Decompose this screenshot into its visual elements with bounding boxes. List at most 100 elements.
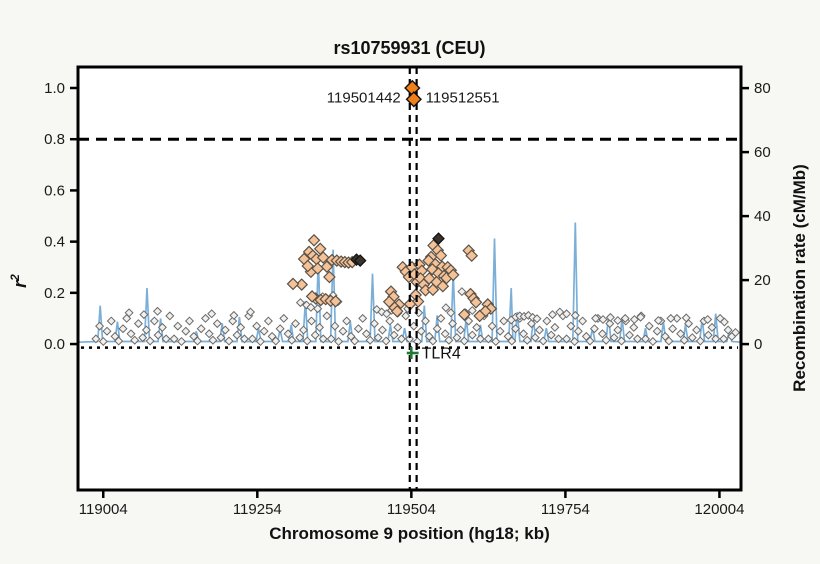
snp-point-grey bbox=[534, 325, 545, 335]
x-axis-tick-label: 119004 bbox=[79, 501, 128, 518]
snp-point-grey bbox=[420, 316, 431, 326]
snp-point-orange bbox=[436, 279, 450, 293]
x-axis-tick-label: 120004 bbox=[694, 501, 744, 518]
snp-point-grey bbox=[382, 309, 392, 319]
snp-point-grey bbox=[467, 330, 477, 340]
x-axis-tick-label: 119504 bbox=[387, 501, 436, 518]
snp-point-grey bbox=[161, 334, 171, 344]
snp-point-grey bbox=[452, 333, 462, 343]
snp-point-grey bbox=[723, 325, 733, 335]
snp-point-grey bbox=[192, 336, 203, 346]
snp-point-grey bbox=[271, 336, 281, 346]
snp-point-grey bbox=[152, 306, 163, 316]
snp-point-grey bbox=[640, 334, 651, 344]
snp-point-grey bbox=[546, 330, 556, 340]
snp-point-grey bbox=[200, 313, 211, 323]
snp-point-orange bbox=[390, 304, 404, 318]
y-right-tick-label: 60 bbox=[754, 144, 771, 161]
snp-point-grey bbox=[440, 329, 450, 339]
snp-point-grey bbox=[570, 336, 580, 347]
snp-point-grey bbox=[522, 335, 532, 345]
snp-point-grey bbox=[526, 319, 537, 329]
snp-point-grey bbox=[562, 309, 572, 319]
snp-point-grey bbox=[216, 333, 226, 343]
snp-point-grey bbox=[499, 316, 509, 326]
snp-point-grey bbox=[483, 334, 493, 344]
snp-point-grey bbox=[636, 312, 646, 322]
snp-point-grey bbox=[118, 324, 128, 334]
snp-point-grey bbox=[711, 334, 721, 344]
snp-point-grey bbox=[95, 321, 105, 331]
snp-point-grey bbox=[573, 326, 583, 336]
y-left-tick-label: 0.6 bbox=[44, 182, 65, 199]
snp-point-orange bbox=[311, 262, 325, 275]
snp-point-grey bbox=[672, 313, 682, 323]
snp-point-grey bbox=[542, 316, 552, 326]
snp-point-grey bbox=[314, 322, 325, 332]
snp-point-grey bbox=[538, 336, 548, 346]
snp-point-grey bbox=[98, 336, 108, 347]
snp-point-grey bbox=[389, 330, 399, 340]
snp-point-grey bbox=[381, 336, 391, 346]
snp-point-grey bbox=[361, 329, 371, 339]
gene-name-label: TLR4 bbox=[422, 346, 461, 363]
snp-point-grey bbox=[220, 325, 230, 335]
y-right-tick-label: 0 bbox=[754, 336, 762, 353]
region-start-bp-label: 119501442 bbox=[327, 90, 401, 107]
snp-point-orange bbox=[305, 290, 319, 303]
y-right-tick-label: 20 bbox=[754, 272, 771, 289]
snp-point-grey bbox=[487, 321, 497, 331]
snp-point-grey bbox=[695, 336, 705, 346]
snp-point-grey bbox=[298, 325, 309, 335]
x-axis-label: Chromosome 9 position (hg18; kb) bbox=[269, 524, 550, 543]
snp-point-grey bbox=[302, 336, 312, 346]
snp-point-grey bbox=[306, 302, 316, 312]
snp-point-grey bbox=[598, 314, 608, 325]
snp-point-orange bbox=[307, 233, 321, 247]
snp-point-grey bbox=[350, 336, 360, 346]
snp-point-grey bbox=[126, 329, 136, 339]
snp-point-dark bbox=[432, 232, 445, 245]
snp-point-grey bbox=[616, 336, 627, 346]
snp-point-grey bbox=[275, 324, 285, 334]
snp-point-grey bbox=[114, 336, 124, 346]
snp-point-grey bbox=[385, 316, 395, 326]
snp-point-grey bbox=[372, 304, 382, 315]
snp-point-grey bbox=[196, 324, 206, 334]
snp-point-grey bbox=[566, 321, 576, 331]
snp-point-grey bbox=[130, 335, 140, 345]
snp-point-grey bbox=[432, 324, 442, 334]
snp-point-grey bbox=[562, 334, 572, 344]
snp-point-grey bbox=[613, 315, 623, 326]
snp-point-grey bbox=[532, 314, 542, 324]
snp-point-grey bbox=[338, 326, 348, 336]
snp-point-grey bbox=[396, 334, 407, 344]
snp-point-grey bbox=[555, 307, 565, 317]
snp-point-grey bbox=[138, 333, 148, 343]
y-left-tick-label: 0.4 bbox=[44, 234, 65, 251]
snp-point-grey bbox=[165, 311, 175, 321]
snp-point-orange bbox=[473, 309, 487, 323]
snp-point-grey bbox=[530, 333, 540, 343]
y-left-tick-label: 0.8 bbox=[44, 131, 65, 148]
snp-point-grey bbox=[570, 310, 580, 320]
snp-point-grey bbox=[295, 333, 305, 343]
snp-point-grey bbox=[681, 313, 691, 323]
snp-point-grey bbox=[290, 319, 301, 329]
snp-point-grey bbox=[730, 327, 741, 338]
snp-point-grey bbox=[295, 298, 305, 308]
snp-point-grey bbox=[283, 329, 293, 339]
snp-point-grey bbox=[459, 336, 469, 346]
snp-point-grey bbox=[401, 311, 411, 321]
snp-point-grey bbox=[719, 317, 729, 327]
y-right-tick-label: 80 bbox=[754, 80, 771, 97]
snp-point-grey bbox=[448, 319, 458, 329]
snp-point-grey bbox=[676, 329, 686, 339]
snp-point-grey bbox=[648, 336, 658, 347]
snp-point-orange bbox=[426, 283, 440, 297]
snp-point-grey bbox=[464, 316, 474, 326]
y-left-tick-label: 0.2 bbox=[44, 285, 65, 302]
snp-point-grey bbox=[605, 312, 615, 322]
snp-point-grey bbox=[547, 310, 558, 320]
